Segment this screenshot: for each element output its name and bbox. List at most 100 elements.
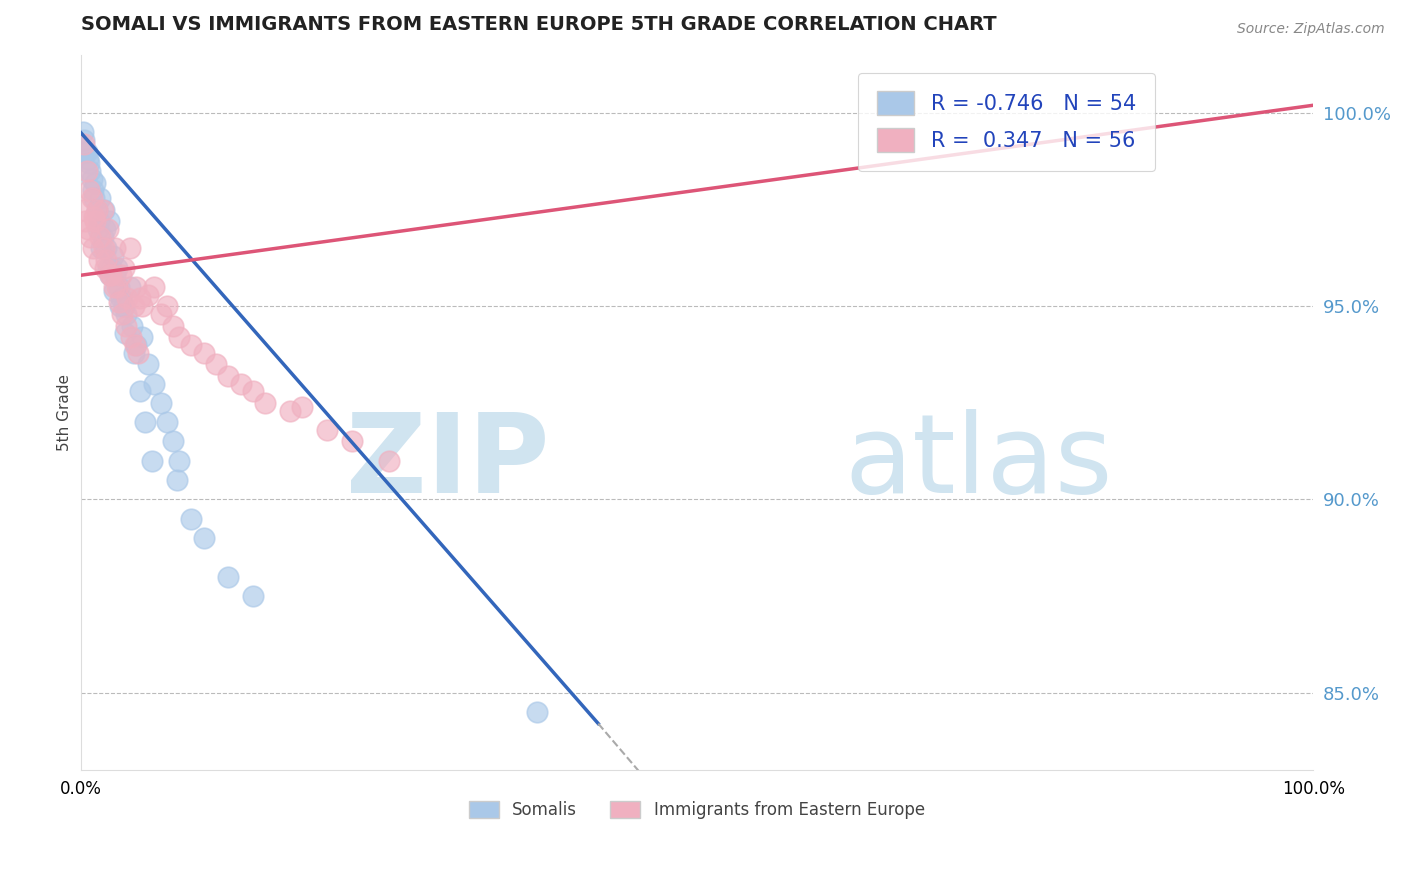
Point <box>94 260 117 275</box>
Point <box>316 423 339 437</box>
Point <box>87 222 110 236</box>
Point <box>128 292 150 306</box>
Point <box>103 280 125 294</box>
Text: SOMALI VS IMMIGRANTS FROM EASTERN EUROPE 5TH GRADE CORRELATION CHART: SOMALI VS IMMIGRANTS FROM EASTERN EUROPE… <box>80 15 995 34</box>
Point <box>122 345 145 359</box>
Point <box>83 191 105 205</box>
Point <box>162 318 184 333</box>
Point <box>291 400 314 414</box>
Point <box>75 214 97 228</box>
Text: atlas: atlas <box>845 409 1114 516</box>
Point <box>254 396 277 410</box>
Point <box>112 299 135 313</box>
Point <box>229 376 252 391</box>
Point <box>87 252 110 267</box>
Point <box>84 214 107 228</box>
Point <box>100 260 122 275</box>
Point <box>86 202 108 217</box>
Point <box>91 229 114 244</box>
Point <box>75 145 97 159</box>
Point <box>526 705 548 719</box>
Point <box>117 292 139 306</box>
Point <box>108 299 131 313</box>
Point <box>134 415 156 429</box>
Point <box>131 299 153 313</box>
Point <box>104 241 127 255</box>
Point <box>77 222 100 236</box>
Point <box>125 338 148 352</box>
Point <box>118 241 141 255</box>
Point <box>217 368 239 383</box>
Point <box>79 164 101 178</box>
Point <box>76 164 98 178</box>
Point <box>156 299 179 313</box>
Point <box>73 136 96 151</box>
Point <box>193 531 215 545</box>
Point <box>93 202 115 217</box>
Point <box>77 153 100 167</box>
Point <box>80 171 103 186</box>
Point <box>136 357 159 371</box>
Point <box>107 295 129 310</box>
Point <box>167 330 190 344</box>
Point <box>143 280 166 294</box>
Point <box>217 570 239 584</box>
Point <box>77 183 100 197</box>
Point <box>112 260 135 275</box>
Point <box>107 280 129 294</box>
Point <box>96 252 118 267</box>
Point <box>97 214 120 228</box>
Point <box>104 268 127 283</box>
Point <box>143 376 166 391</box>
Point <box>156 415 179 429</box>
Point <box>377 454 399 468</box>
Point <box>98 268 121 283</box>
Point <box>149 396 172 410</box>
Point <box>90 241 112 255</box>
Point <box>97 222 120 236</box>
Point <box>101 249 124 263</box>
Point <box>73 133 96 147</box>
Text: Source: ZipAtlas.com: Source: ZipAtlas.com <box>1237 22 1385 37</box>
Point <box>96 241 118 255</box>
Point <box>193 345 215 359</box>
Point <box>115 307 138 321</box>
Point <box>83 211 105 225</box>
Legend: Somalis, Immigrants from Eastern Europe: Somalis, Immigrants from Eastern Europe <box>463 795 932 826</box>
Point <box>340 434 363 449</box>
Point <box>107 280 129 294</box>
Point <box>136 287 159 301</box>
Point <box>149 307 172 321</box>
Point <box>72 202 94 217</box>
Point <box>76 145 98 159</box>
Point <box>79 229 101 244</box>
Point <box>82 241 104 255</box>
Point <box>98 268 121 283</box>
Point <box>115 318 138 333</box>
Point <box>121 318 143 333</box>
Point <box>127 345 149 359</box>
Point <box>124 338 146 352</box>
Point <box>110 292 132 306</box>
Point <box>110 268 132 283</box>
Point <box>205 357 228 371</box>
Point <box>120 330 142 344</box>
Point <box>77 156 100 170</box>
Point <box>93 241 115 255</box>
Point <box>89 191 111 205</box>
Point <box>242 589 264 603</box>
Point <box>118 280 141 294</box>
Point <box>100 268 122 283</box>
Point <box>162 434 184 449</box>
Point <box>125 280 148 294</box>
Point <box>278 403 301 417</box>
Point <box>131 330 153 344</box>
Point <box>107 260 129 275</box>
Point <box>84 176 107 190</box>
Point <box>89 229 111 244</box>
Point <box>87 214 110 228</box>
Point <box>91 202 114 217</box>
Point <box>166 473 188 487</box>
Point <box>122 299 145 313</box>
Point <box>94 222 117 236</box>
